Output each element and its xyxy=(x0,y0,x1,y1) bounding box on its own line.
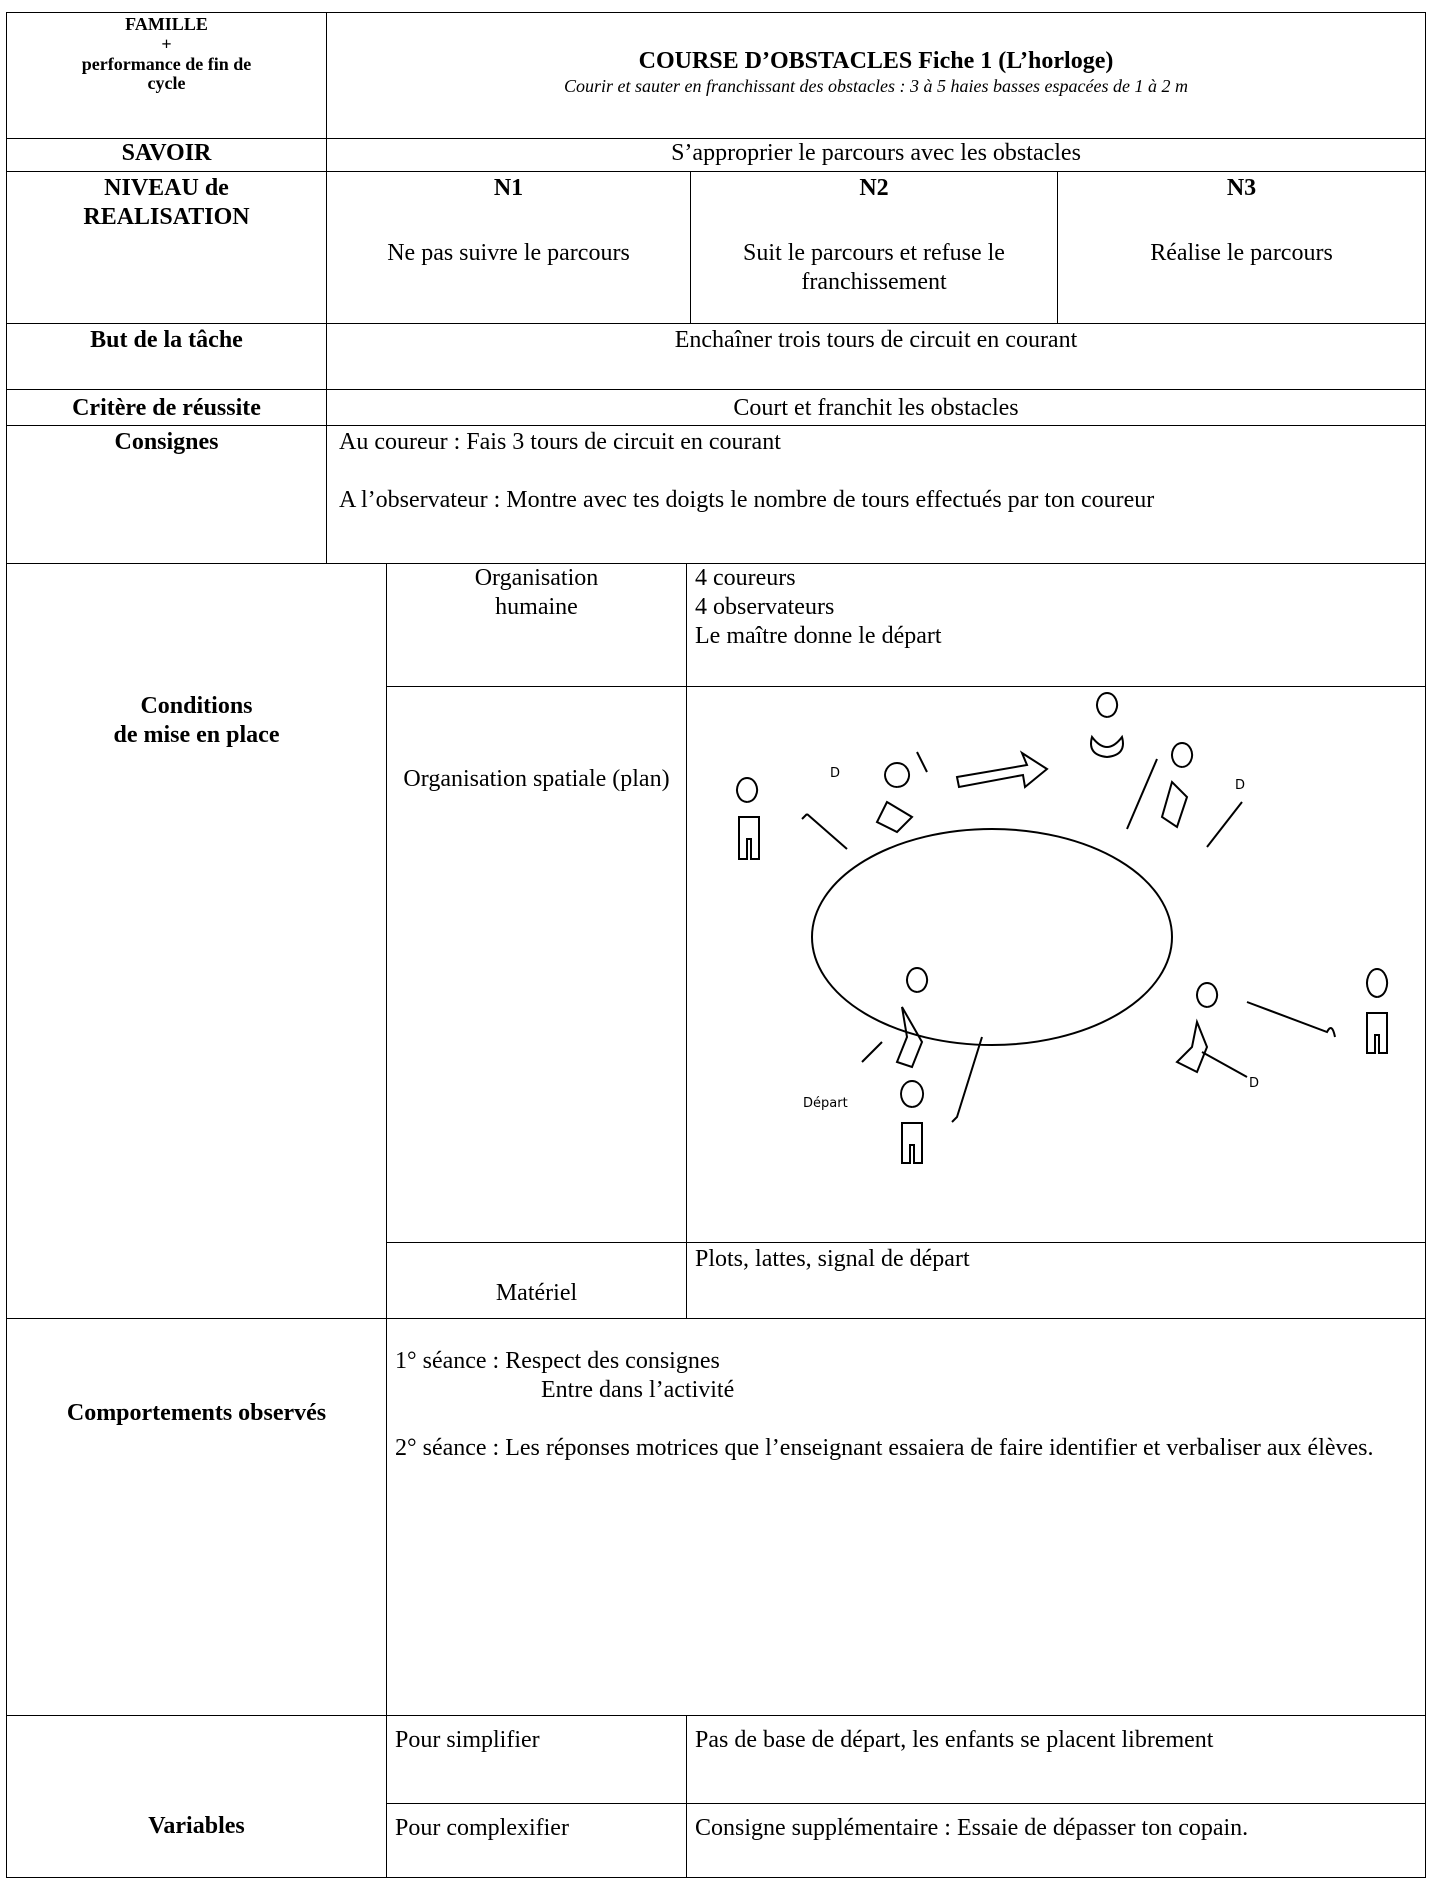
critere-label: Critère de réussite xyxy=(6,389,327,426)
org-label: Matériel xyxy=(386,1242,687,1319)
org-value: Plots, lattes, signal de départ xyxy=(686,1242,1426,1319)
org-label: Organisation spatiale (plan) xyxy=(386,686,687,1243)
level-text: Réalise le parcours xyxy=(1150,239,1333,266)
famille-line: + xyxy=(161,33,172,54)
figures xyxy=(736,692,1389,1164)
famille-line: cycle xyxy=(147,73,186,94)
variable-label: Pour simplifier xyxy=(386,1715,687,1804)
level-code: N1 xyxy=(493,175,524,201)
conditions-line: de mise en place xyxy=(113,721,280,748)
niveau-label: NIVEAU de REALISATION xyxy=(6,171,327,324)
comportement: 2° séance : Les réponses motrices que l’… xyxy=(395,1434,1374,1461)
level-code: N3 xyxy=(1226,175,1257,201)
comportement: 1° séance : Respect des consignes xyxy=(395,1348,720,1374)
famille-line: FAMILLE xyxy=(125,14,208,34)
conditions-line: Conditions xyxy=(140,693,253,719)
variable-label: Pour complexifier xyxy=(386,1803,687,1878)
org-label: Organisation humaine xyxy=(386,563,687,687)
consignes-label: Consignes xyxy=(6,425,327,564)
savoir-label: SAVOIR xyxy=(6,138,327,172)
level-cell: N3 Réalise le parcours xyxy=(1057,171,1426,324)
conditions-label: Conditions de mise en place xyxy=(6,563,387,1319)
plan-label: D xyxy=(1249,1076,1259,1091)
level-cell: N1 Ne pas suivre le parcours xyxy=(326,171,691,324)
org-line: 4 coureurs xyxy=(695,565,796,591)
level-text: Suit le parcours et refuse le franchisse… xyxy=(743,239,1005,295)
but-value: Enchaîner trois tours de circuit en cour… xyxy=(326,323,1426,390)
consigne: Au coureur : Fais 3 tours de circuit en … xyxy=(339,429,781,455)
comportements-label: Comportements observés xyxy=(6,1318,387,1716)
variables-label: Variables xyxy=(6,1715,387,1878)
title: COURSE D’OBSTACLES Fiche 1 (L’horloge) xyxy=(638,48,1114,74)
savoir-value: S’approprier le parcours avec les obstac… xyxy=(326,138,1426,172)
org-value: 4 coureurs 4 observateurs Le maître donn… xyxy=(686,563,1426,687)
level-text: Ne pas suivre le parcours xyxy=(387,239,630,266)
niveau-line: REALISATION xyxy=(83,203,250,230)
org-line: Le maître donne le départ xyxy=(695,622,942,649)
plan-drawing: D D D Départ xyxy=(736,692,1389,1164)
but-label: But de la tâche xyxy=(6,323,327,390)
comportements-value: 1° séance : Respect des consignes Entre … xyxy=(386,1318,1426,1716)
plan-label: D xyxy=(830,766,840,781)
level-cell: N2 Suit le parcours et refuse le franchi… xyxy=(690,171,1058,324)
level-code: N2 xyxy=(859,175,889,201)
critere-value: Court et franchit les obstacles xyxy=(326,389,1426,426)
famille-cell: FAMILLE + performance de fin de cycle xyxy=(6,12,327,139)
plan-label: Départ xyxy=(803,1096,848,1111)
subtitle: Courir et sauter en franchissant des obs… xyxy=(564,75,1188,96)
plan-label: D xyxy=(1235,778,1245,793)
comportement: Entre dans l’activité xyxy=(541,1376,735,1403)
title-cell: COURSE D’OBSTACLES Fiche 1 (L’horloge) C… xyxy=(326,12,1426,139)
track xyxy=(811,828,1173,1046)
consignes-value: Au coureur : Fais 3 tours de circuit en … xyxy=(326,425,1426,564)
consigne: A l’observateur : Montre avec tes doigts… xyxy=(339,486,1155,513)
org-line: 4 observateurs xyxy=(695,593,835,620)
org-line: Plots, lattes, signal de départ xyxy=(695,1246,970,1272)
famille-line: performance de fin de xyxy=(81,53,252,74)
niveau-line: NIVEAU de xyxy=(104,175,229,201)
plan-cell: D D D Départ xyxy=(686,686,1426,1243)
arrow xyxy=(955,750,1049,789)
hurdles xyxy=(801,751,1336,1123)
variable-value: Consigne supplémentaire : Essaie de dépa… xyxy=(686,1803,1426,1878)
variable-value: Pas de base de départ, les enfants se pl… xyxy=(686,1715,1426,1804)
